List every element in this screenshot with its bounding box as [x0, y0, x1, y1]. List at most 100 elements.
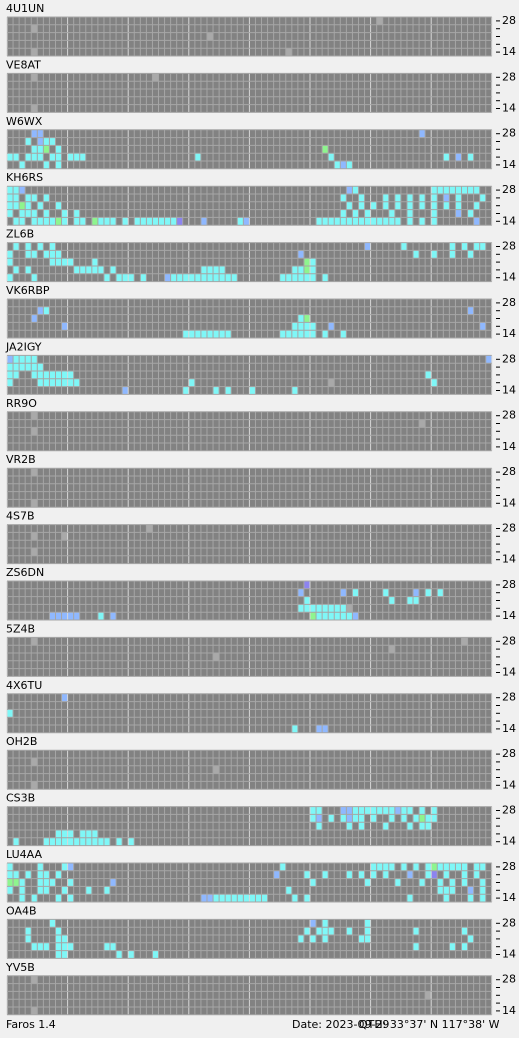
signal-cell: [370, 863, 377, 871]
signal-cell: [479, 894, 486, 902]
signal-cell: [43, 378, 50, 387]
signal-cell: [67, 942, 74, 951]
beacon-name: 4U1UN: [6, 2, 44, 15]
signal-cell: [461, 927, 468, 935]
signal-cell: [213, 330, 220, 338]
signal-cell: [328, 814, 335, 823]
signal-cell: [340, 194, 347, 202]
signal-cell: [37, 217, 44, 226]
signal-cell: [473, 870, 480, 879]
signal-cell: [358, 870, 365, 879]
signal-cell: [334, 612, 341, 620]
signal-cell: [346, 217, 353, 226]
signal-cell: [31, 894, 38, 902]
signal-cell: [103, 942, 111, 951]
signal-cell: [116, 950, 123, 959]
signal-cell: [400, 242, 407, 251]
signal-cell: [91, 266, 98, 274]
signal-cell: [449, 886, 456, 895]
signal-cell: [479, 322, 486, 331]
signal-cell: [461, 870, 468, 879]
signal-cell: [61, 217, 68, 226]
signal-cell: [31, 942, 38, 951]
signal-cell: [213, 386, 220, 395]
signal-cell: [97, 266, 104, 274]
signal-cell: [413, 863, 420, 871]
signal-cell: [61, 693, 68, 702]
signal-cell: [55, 250, 62, 259]
signal-cell: [455, 863, 462, 871]
signal-cell: [188, 330, 195, 338]
signal-cell: [249, 386, 256, 395]
signal-cell: [364, 919, 371, 928]
signal-cell: [340, 330, 347, 338]
signal-cell: [291, 386, 298, 395]
signal-cell: [19, 886, 26, 895]
axis-label: 14: [502, 214, 516, 227]
signal-cell: [431, 863, 438, 871]
axis-label: 28: [502, 522, 516, 535]
signal-cell: [7, 878, 14, 887]
axis-label: 28: [502, 240, 516, 253]
signal-cell: [291, 725, 298, 733]
signal-cell: [49, 250, 56, 259]
signal-cell: [346, 201, 353, 210]
signal-cell: [352, 806, 359, 815]
signal-cell: [406, 870, 414, 879]
signal-cell: [467, 186, 474, 194]
signal-cell: [291, 330, 298, 338]
signal-cell: [406, 894, 414, 902]
signal-cell: [467, 935, 474, 943]
signal-cell: [322, 725, 329, 733]
signal-cell: [37, 201, 44, 210]
signal-cell: [303, 273, 310, 282]
signal-cell: [322, 604, 329, 613]
signal-cell: [297, 266, 304, 274]
signal-cell: [310, 806, 317, 815]
signal-cell: [7, 153, 14, 161]
signal-cell: [31, 975, 38, 984]
signal-cell: [67, 153, 74, 161]
signal-cell: [425, 863, 432, 871]
signal-cell: [55, 145, 62, 154]
signal-cell: [67, 837, 74, 846]
signal-cell: [7, 886, 14, 895]
signal-cell: [31, 427, 38, 436]
signal-cell: [273, 870, 280, 879]
axis-label: 14: [502, 948, 516, 961]
signal-cell: [328, 153, 335, 161]
signal-cell: [431, 194, 438, 202]
signal-cell: [49, 242, 56, 251]
signal-cell: [61, 378, 68, 387]
signal-cell: [394, 806, 401, 815]
signal-cell: [382, 217, 389, 226]
signal-cell: [449, 186, 456, 194]
signal-cell: [406, 194, 414, 202]
signal-cell: [43, 217, 50, 226]
signal-cell: [19, 355, 26, 364]
signal-cell: [303, 266, 310, 274]
signal-cell: [358, 935, 365, 943]
beacon-name: 5Z4B: [6, 622, 35, 635]
signal-cell: [340, 806, 347, 815]
signal-cell: [85, 830, 92, 838]
signal-cell: [352, 814, 359, 823]
signal-cell: [7, 186, 14, 194]
signal-cell: [328, 927, 335, 935]
signal-cell: [43, 137, 50, 146]
axis-label: 14: [502, 722, 516, 735]
signal-cell: [479, 863, 486, 871]
signal-cell: [455, 194, 462, 202]
signal-cell: [140, 273, 147, 282]
axis-label: 14: [502, 440, 516, 453]
signal-cell: [425, 991, 432, 1000]
signal-cell: [31, 371, 38, 379]
signal-cell: [449, 878, 456, 887]
signal-cell: [346, 612, 353, 620]
signal-cell: [110, 942, 117, 951]
signal-cell: [382, 863, 389, 871]
signal-cell: [382, 194, 389, 202]
signal-cell: [328, 217, 335, 226]
signal-cell: [116, 837, 123, 846]
signal-cell: [73, 217, 80, 226]
